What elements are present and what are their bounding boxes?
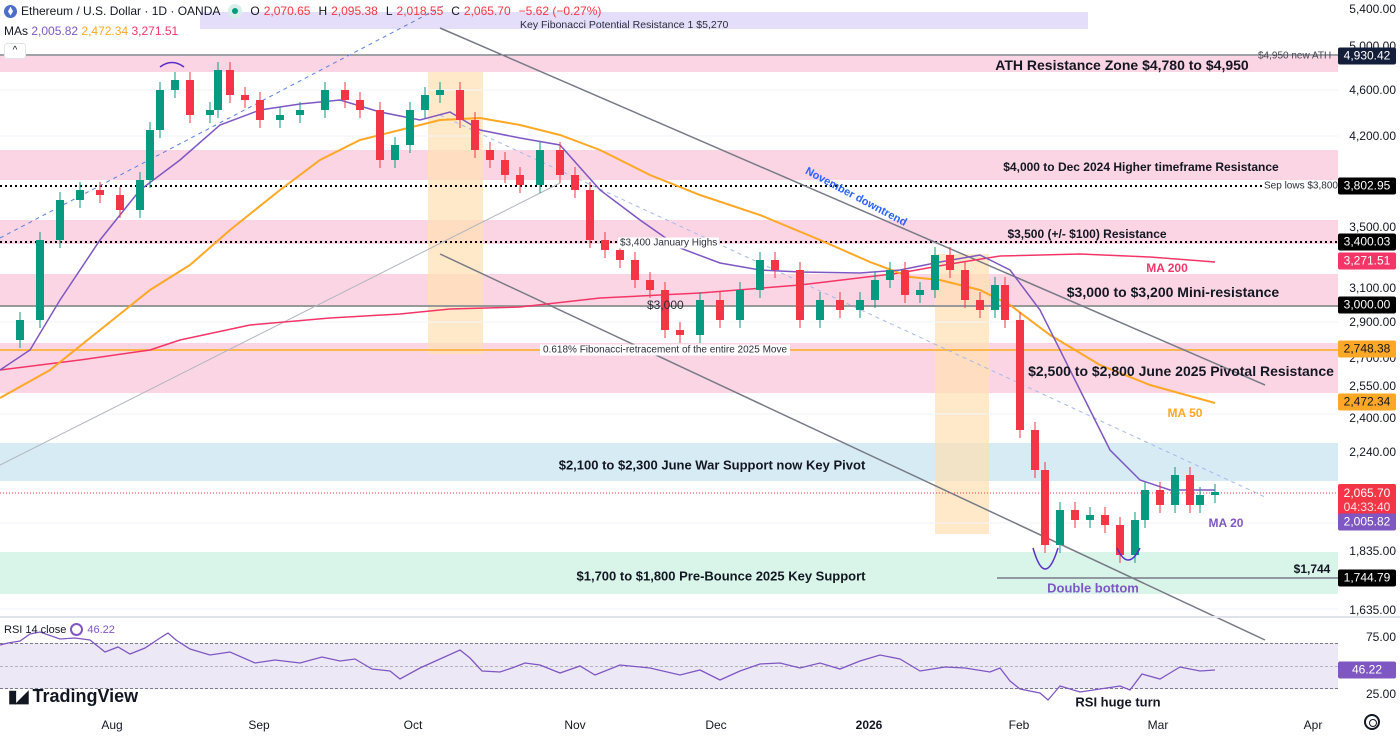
ma50-price-label: 2,472.34 xyxy=(1338,393,1396,411)
time-tick: Nov xyxy=(564,718,586,732)
ma200-price-label: 3,271.51 xyxy=(1338,252,1396,270)
change-value: −5.62 (−0.27%) xyxy=(518,4,602,18)
symbol-header: Ethereum / U.S. Dollar · 1D · OANDA O 2,0… xyxy=(4,4,605,18)
close-label: C xyxy=(451,4,460,18)
ath-price-label: 4,930.42 xyxy=(1338,47,1396,65)
rsi-label: RSI 14 close xyxy=(4,623,67,636)
mas-legend[interactable]: MAs 2,005.82 2,472.34 3,271.51 xyxy=(4,24,178,38)
pivotal-zone-label: $2,500 to $2,800 June 2025 Pivotal Resis… xyxy=(1028,363,1334,379)
last-price-label: 2,065.70 04:33:40 xyxy=(1338,484,1396,516)
price-tick: 2,240.00 xyxy=(1349,445,1396,459)
symbol-title[interactable]: Ethereum / U.S. Dollar · 1D · OANDA xyxy=(21,4,221,18)
ma200-value: 3,271.51 xyxy=(131,24,179,38)
time-tick: Aug xyxy=(101,718,123,732)
rsi-tick: 75.00 xyxy=(1365,630,1396,644)
price-tick: 1,635.00 xyxy=(1349,603,1396,617)
last-price: 2,065.70 xyxy=(1343,486,1391,500)
ma20-value: 2,005.82 xyxy=(31,24,79,38)
jan-highs-label: $3,400 January Highs xyxy=(618,237,720,249)
double-bottom-label: Double bottom xyxy=(1047,580,1139,596)
high-value: 2,095.38 xyxy=(331,4,378,18)
fib-price-label: 2,748.38 xyxy=(1338,340,1396,358)
time-tick: Apr xyxy=(1303,718,1323,732)
ethereum-icon xyxy=(4,4,17,18)
time-tick: 2026 xyxy=(855,718,883,732)
tradingview-logo-text: TradingView xyxy=(32,686,139,706)
resist-3500-label: $3,500 (+/- $100) Resistance xyxy=(1007,227,1167,241)
settings-gear-icon[interactable] xyxy=(1364,714,1380,730)
fib-resistance-zone xyxy=(200,12,1088,29)
price-axis[interactable]: 5,400.00 5,000.00 4,600.00 4,200.00 3,50… xyxy=(1338,0,1400,736)
ma20-label: MA 20 xyxy=(1208,516,1244,530)
collapse-legend-button[interactable]: ^ xyxy=(4,43,26,59)
price-tick: 5,400.00 xyxy=(1349,2,1396,16)
price-chart-svg xyxy=(0,4,1338,641)
time-tick: Feb xyxy=(1008,718,1030,732)
rsi-value: 46.22 xyxy=(87,623,115,636)
rsi-legend[interactable]: RSI 14 close 46.22 xyxy=(4,623,115,636)
tradingview-logo-icon: ▮◢ xyxy=(8,686,28,706)
jan-highs-price-label: 3,400.03 xyxy=(1338,233,1396,251)
price-tick: 4,200.00 xyxy=(1349,129,1396,143)
price-tick: 2,900.00 xyxy=(1349,315,1396,329)
market-status-icon xyxy=(228,4,243,18)
sep-lows-label: Sep lows $3,800 xyxy=(1262,180,1340,192)
ath-zone-label: ATH Resistance Zone $4,780 to $4,950 xyxy=(995,57,1249,73)
price-tick: 4,600.00 xyxy=(1349,83,1396,97)
time-tick: Dec xyxy=(705,718,727,732)
war-support-label: $2,100 to $2,300 June War Support now Ke… xyxy=(558,457,866,473)
high-label: H xyxy=(318,4,328,18)
rsi-turn-label: RSI huge turn xyxy=(1075,694,1161,710)
fib-resistance-label: Key Fibonacci Potential Resistance 1 $5,… xyxy=(520,19,729,31)
price-tick: 2,400.00 xyxy=(1349,411,1396,425)
tradingview-logo[interactable]: ▮◢ TradingView xyxy=(8,686,138,707)
time-axis[interactable]: Aug Sep Oct Nov Dec 2026 Feb Mar Apr xyxy=(0,710,1338,736)
ma50-label: MA 50 xyxy=(1167,406,1203,420)
price-tick: 2,550.00 xyxy=(1349,379,1396,393)
dec2024-zone-label: $4,000 to Dec 2024 Higher timeframe Resi… xyxy=(1003,160,1279,174)
three-k-label: $3,000 xyxy=(647,298,684,312)
open-value: 2,070.65 xyxy=(263,4,311,18)
rsi-midline xyxy=(0,666,1338,667)
fib-retrace-label: 0.618% Fibonacci-retracement of the enti… xyxy=(540,344,791,356)
close-value: 2,065.70 xyxy=(463,4,511,18)
new-ath-label: $4,950 new ATH xyxy=(1258,50,1332,62)
time-tick: Sep xyxy=(248,718,270,732)
time-tick: Mar xyxy=(1147,718,1169,732)
rsi-refresh-icon[interactable] xyxy=(70,623,84,636)
mas-label: MAs xyxy=(4,24,28,38)
low-value: 2,018.55 xyxy=(396,4,444,18)
bar-countdown: 04:33:40 xyxy=(1343,500,1391,514)
open-label: O xyxy=(250,4,260,18)
rsi-price-label: 46.22 xyxy=(1338,661,1396,679)
price-tick: 3,100.00 xyxy=(1349,281,1396,295)
rsi-svg xyxy=(0,631,1216,701)
price-tick: 3,500.00 xyxy=(1349,220,1396,234)
three-k-price-label: 3,000.00 xyxy=(1338,296,1396,314)
mini-resist-label: $3,000 to $3,200 Mini-resistance xyxy=(1066,284,1280,300)
sep-lows-price-label: 3,802.95 xyxy=(1338,177,1396,195)
ma50-value: 2,472.34 xyxy=(81,24,129,38)
pane-divider[interactable] xyxy=(0,616,1400,618)
pre-bounce-label: $1,700 to $1,800 Pre-Bounce 2025 Key Sup… xyxy=(576,568,866,584)
ath-zone xyxy=(0,56,1338,72)
time-tick: Oct xyxy=(403,718,423,732)
level-1744-label: $1,744 xyxy=(1293,562,1331,576)
pre-bounce-zone xyxy=(0,552,1338,594)
low-label: L xyxy=(385,4,393,18)
war-support-zone xyxy=(0,443,1338,481)
ma200-label: MA 200 xyxy=(1146,261,1188,275)
double-bottom-price-label: 1,744.79 xyxy=(1338,569,1396,587)
rsi-tick: 25.00 xyxy=(1365,687,1396,701)
dec2024-zone xyxy=(0,150,1338,180)
ma20-price-label: 2,005.82 xyxy=(1338,513,1396,531)
price-tick: 1,835.00 xyxy=(1349,544,1396,558)
